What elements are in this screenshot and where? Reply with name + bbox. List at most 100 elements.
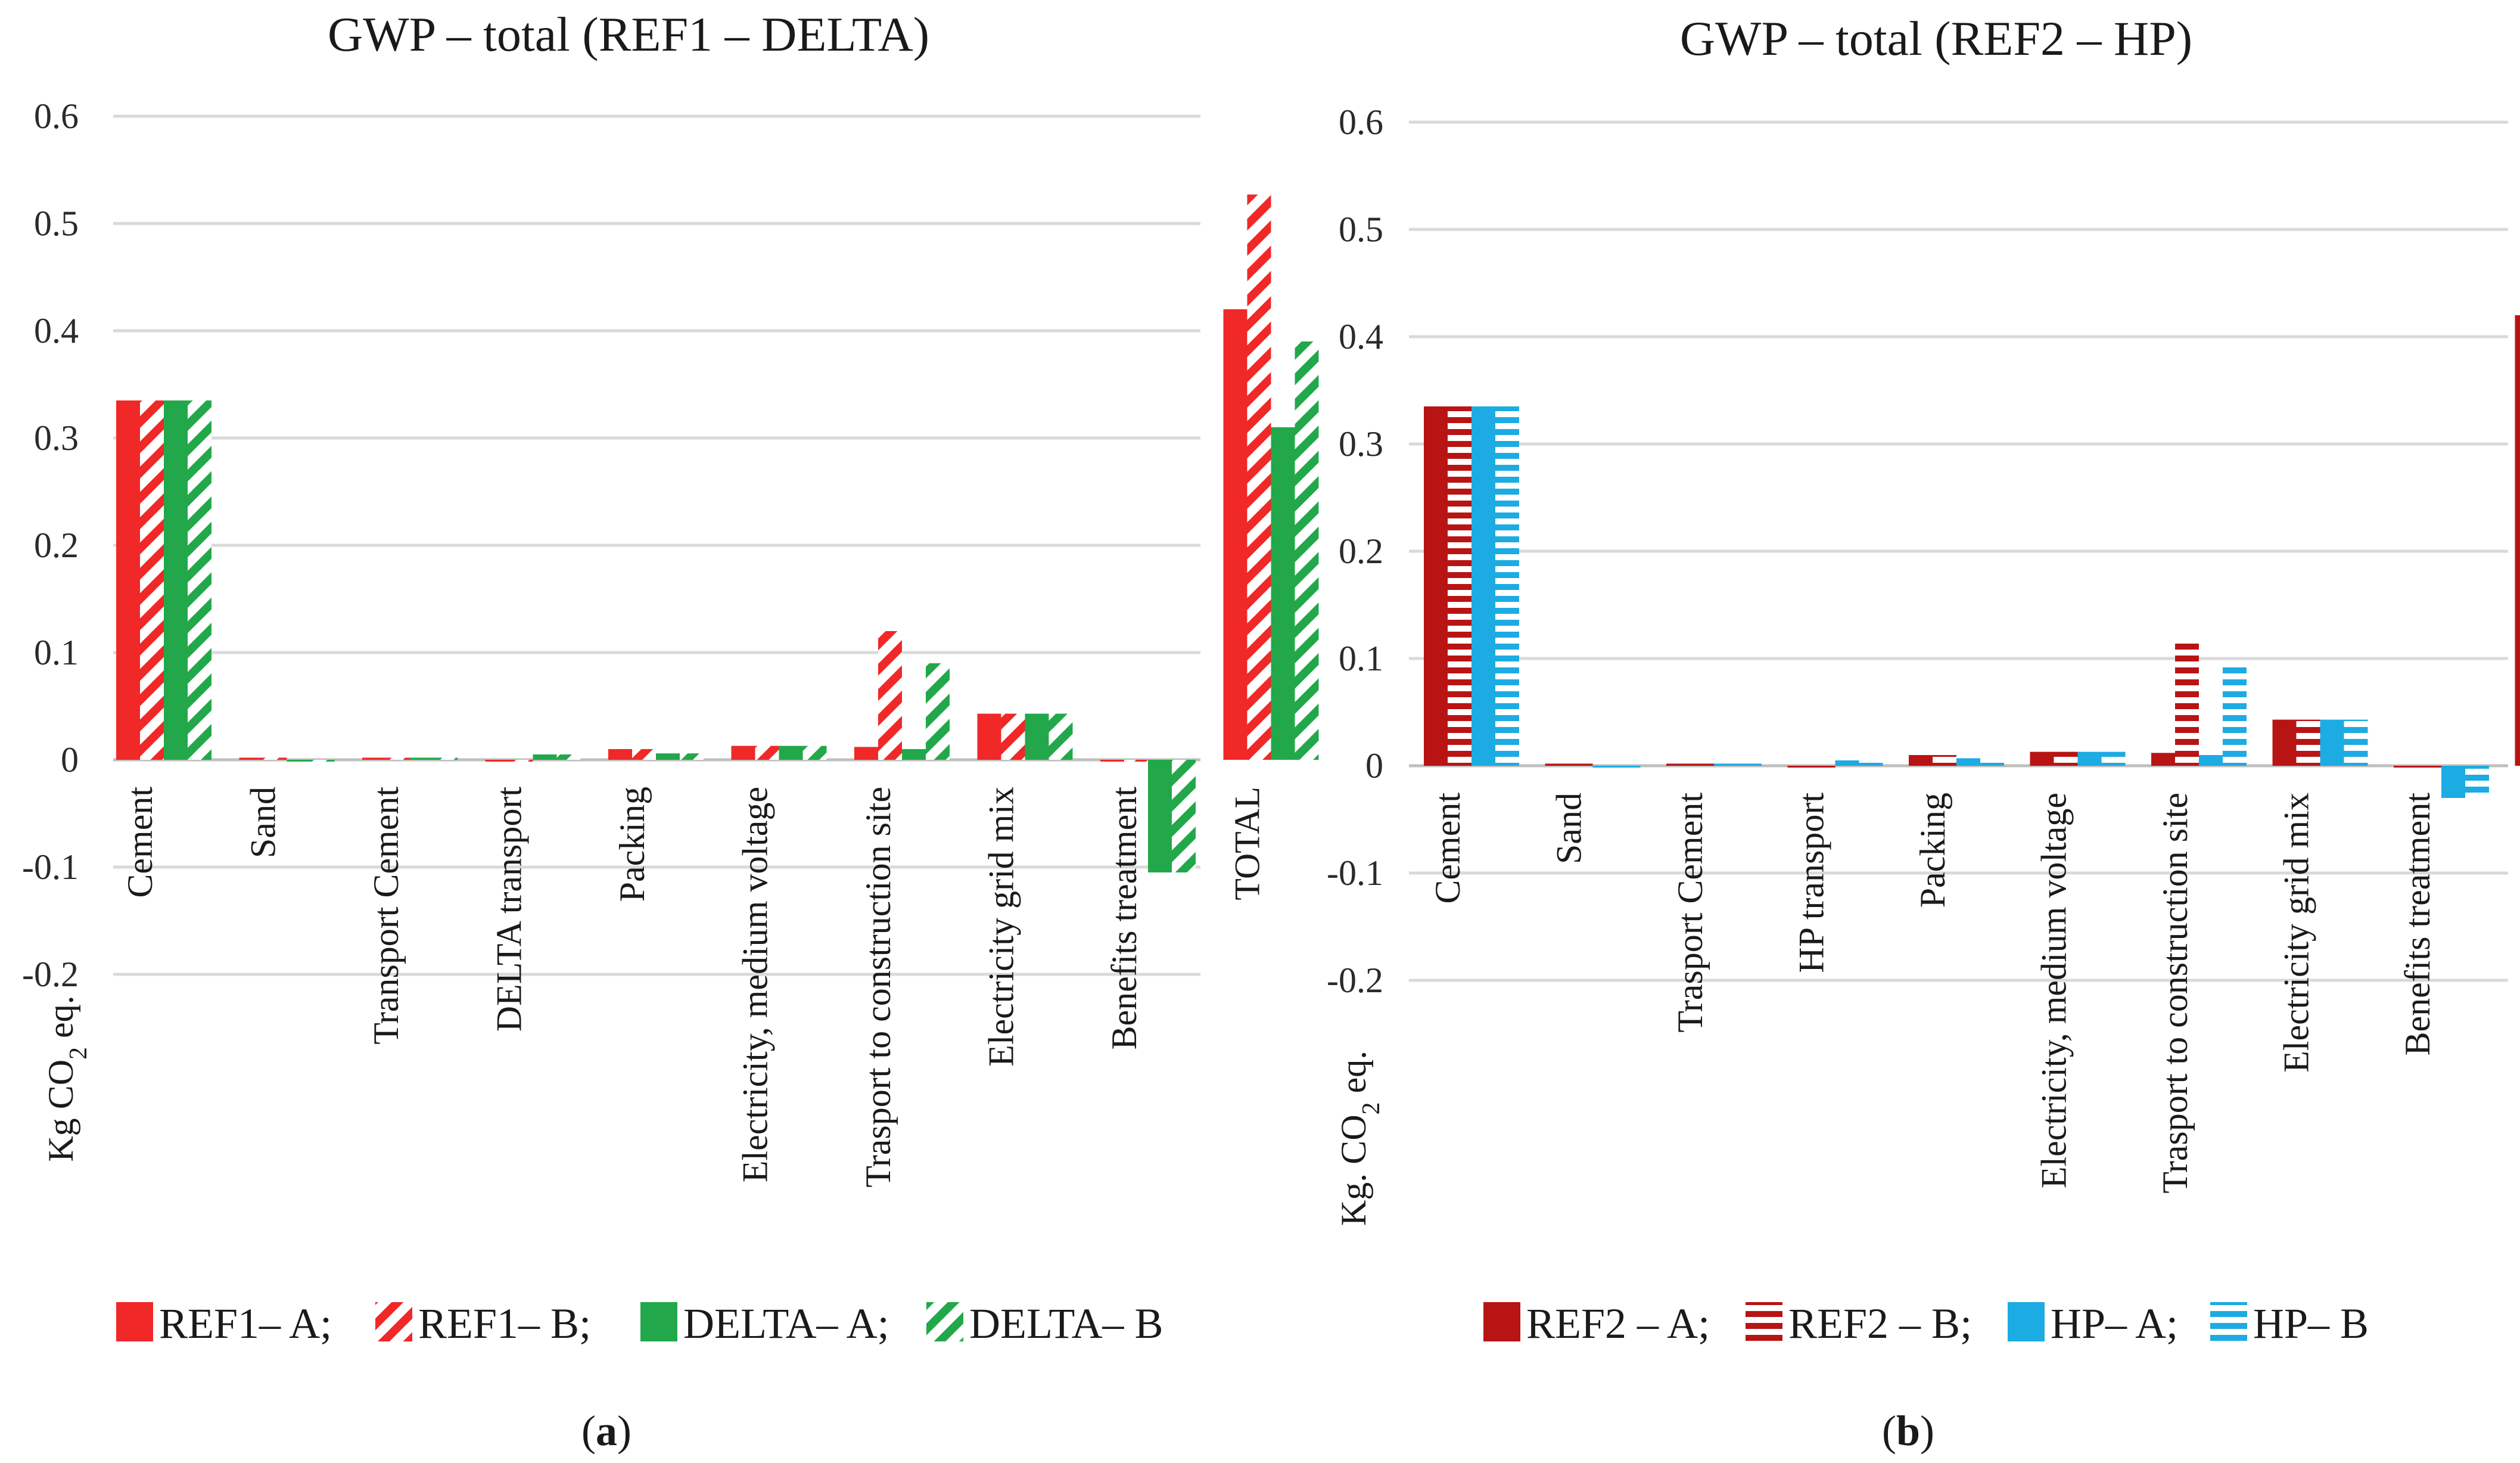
bar [287, 760, 311, 762]
bar [239, 757, 263, 760]
gridlines [1409, 120, 2508, 982]
category-label: Packing [612, 787, 652, 902]
bar [755, 746, 779, 760]
bar [362, 757, 386, 760]
category-label: Trasport to construction site [2155, 793, 2195, 1194]
category-label: HP transport [1792, 793, 1831, 973]
bar [556, 754, 581, 760]
x-axis-categories: Cement Sand Transport Cement DELTA transpor… [120, 787, 1267, 1188]
bar [1909, 755, 1933, 766]
bar [731, 746, 755, 760]
bar [2320, 719, 2344, 766]
legend-swatch [116, 1302, 153, 1341]
bar [802, 746, 827, 760]
y-tick-label: 0.2 [1339, 532, 1383, 571]
category-label: Electricity grid mix [2277, 793, 2316, 1073]
bars [116, 194, 1319, 872]
legend-swatch [1746, 1302, 1782, 1341]
bar [2101, 751, 2126, 766]
legend-swatch [1483, 1302, 1520, 1341]
bar [1448, 406, 1471, 766]
legend-swatch [375, 1302, 412, 1341]
caption: (b) [1882, 1407, 1934, 1455]
y-tick-label: 0.1 [34, 633, 79, 672]
bar [1714, 763, 1738, 766]
bar [2515, 315, 2520, 766]
bar [263, 757, 287, 760]
category-label: Electricity, medium voltage [2034, 793, 2074, 1188]
bar [188, 400, 211, 760]
bar [2344, 719, 2368, 766]
bars [1424, 315, 2520, 798]
y-tick-label: 0.1 [1339, 639, 1383, 678]
category-label: Trasport to construction site [858, 787, 898, 1188]
chart-panel-ref2-hp: GWP – total (REF2 – HP) 0.60.50.40.30.20… [1327, 11, 2520, 1455]
bar [1690, 763, 1714, 766]
bar [656, 753, 680, 760]
y-tick-label: 0.3 [34, 418, 79, 458]
category-label: Packing [1913, 793, 1952, 908]
bar [977, 713, 1001, 760]
bar [2441, 766, 2465, 798]
legend-swatch [640, 1302, 677, 1341]
category-label: Trasport Cement [1670, 793, 1710, 1033]
category-label: Cement [120, 787, 160, 898]
bar [1787, 766, 1812, 768]
bar [1811, 766, 1835, 768]
legend: REF2 – A; REF2 – B; HP– A; HP– B [1483, 1300, 2369, 1347]
bar [1592, 766, 1617, 768]
bar [2296, 719, 2320, 766]
category-label: Benefits treatment [2398, 793, 2437, 1056]
bar [854, 747, 878, 760]
bar [1616, 766, 1641, 768]
bar [680, 753, 704, 760]
y-tick-label: 0.4 [1339, 317, 1383, 356]
bar [116, 400, 140, 760]
bar [1933, 755, 1956, 766]
bar [1859, 760, 1883, 766]
bar [2054, 751, 2078, 766]
bar [926, 663, 950, 760]
y-tick-label: -0.1 [22, 847, 79, 887]
category-label: Sand [244, 787, 283, 858]
bar [1295, 341, 1319, 760]
y-tick-label: 0.5 [34, 204, 79, 243]
bar [140, 400, 164, 760]
bar [1001, 713, 1025, 760]
bar [1424, 406, 1448, 766]
bar [1223, 309, 1247, 760]
legend-label: DELTA– B [969, 1300, 1163, 1347]
y-tick-label: 0.6 [1339, 102, 1383, 142]
legend-label: HP– A; [2051, 1300, 2178, 1347]
category-label: Sand [1550, 793, 1589, 864]
legend-label: REF2 – A; [1526, 1300, 1710, 1347]
y-axis-label: Kg. CO2 eq. [1334, 1051, 1385, 1226]
y-tick-label: 0.6 [34, 97, 79, 136]
y-tick-label: 0 [1365, 746, 1383, 785]
bar [1956, 758, 1980, 766]
bar [2223, 664, 2247, 766]
bar [1148, 760, 1172, 872]
bar [1124, 760, 1148, 762]
bar [2272, 719, 2297, 766]
legend-label: HP– B [2253, 1300, 2369, 1347]
y-tick-label: -0.1 [1327, 853, 1383, 893]
bar [434, 757, 458, 760]
y-tick-label: 0.3 [1339, 424, 1383, 464]
bar [608, 749, 632, 760]
bar [1049, 713, 1073, 760]
legend-swatch [926, 1302, 963, 1341]
category-label: Electricity, medium voltage [736, 787, 775, 1182]
y-tick-label: 0.4 [34, 311, 79, 350]
category-label: Benefits treatment [1105, 787, 1144, 1050]
bar [1738, 763, 1762, 766]
legend-label: DELTA– A; [683, 1300, 889, 1347]
bar [632, 749, 656, 760]
bar [1569, 763, 1593, 766]
y-tick-label: 0.2 [34, 526, 79, 565]
y-tick-label: 0.5 [1339, 210, 1383, 249]
bar [1545, 763, 1569, 766]
category-label: DELTA transport [490, 787, 529, 1032]
category-label: Transport Cement [366, 787, 406, 1045]
